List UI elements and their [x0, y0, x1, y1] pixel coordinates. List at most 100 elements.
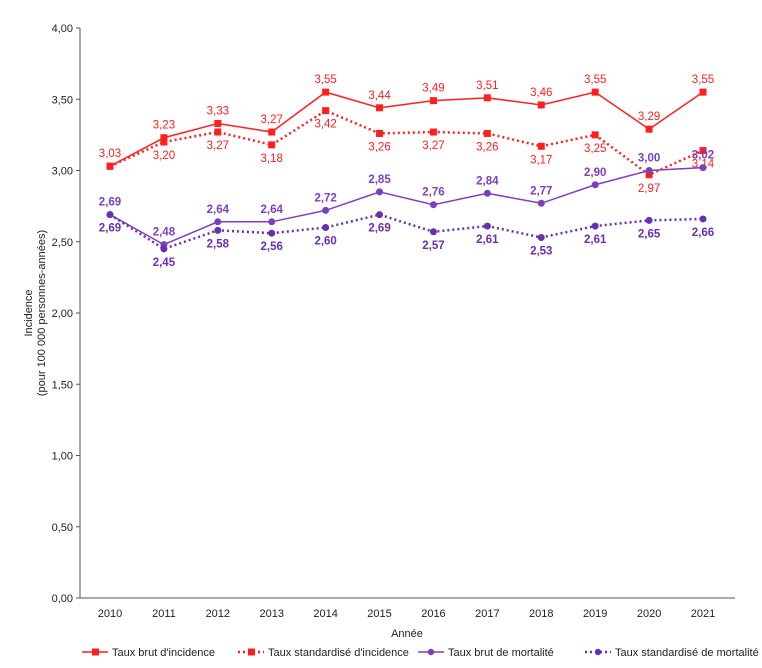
legend-label: Taux brut de mortalité: [448, 647, 554, 659]
data-label: 2,65: [638, 228, 661, 240]
data-point-marker: [483, 94, 491, 102]
data-point-marker: [160, 245, 168, 253]
data-point-marker: [429, 201, 437, 209]
legend-label: Taux standardisé de mortalité: [615, 647, 759, 659]
data-point-marker: [483, 222, 491, 230]
data-point-marker: [591, 181, 599, 189]
data-label: 2,57: [422, 240, 444, 252]
data-point-marker: [214, 119, 222, 127]
data-label: 3,27: [261, 114, 283, 126]
x-tick-label: 2013: [259, 608, 283, 620]
x-tick-label: 2017: [475, 608, 499, 620]
data-point-marker: [214, 226, 222, 234]
data-label: 3,23: [153, 120, 175, 132]
data-label: 3,20: [153, 150, 175, 162]
legend-item-3: Taux brut de mortalité: [418, 647, 554, 659]
legend-marker: [427, 648, 435, 656]
data-label: 2,97: [638, 183, 660, 195]
x-tick-label: 2020: [637, 608, 661, 620]
data-label: 2,61: [476, 234, 499, 246]
x-tick-label: 2019: [583, 608, 607, 620]
data-label: 2,60: [314, 236, 336, 248]
data-point-marker: [160, 138, 168, 146]
data-label: 3,46: [530, 87, 552, 99]
data-point-marker: [645, 216, 653, 224]
legend-label: Taux brut d'incidence: [112, 647, 215, 659]
data-point-marker: [376, 188, 384, 196]
y-axis-title-line-2: (pour 100 000 personnes-années): [36, 230, 48, 396]
data-label: 2,45: [153, 257, 176, 269]
data-label: 3,55: [584, 74, 606, 86]
data-point-marker: [376, 129, 384, 137]
data-label: 3,18: [261, 153, 283, 165]
data-point-marker: [376, 104, 384, 112]
data-label: 2,69: [368, 223, 390, 235]
data-label: 2,84: [476, 175, 499, 187]
x-tick-label: 2010: [98, 608, 122, 620]
data-label: 3,55: [314, 74, 336, 86]
y-tick-label: 1,00: [52, 451, 73, 463]
data-point-marker: [699, 88, 707, 96]
data-label: 2,77: [530, 185, 552, 197]
data-point-marker: [591, 131, 599, 139]
data-point-marker: [322, 224, 330, 231]
data-point-marker: [429, 128, 437, 136]
series-4: 2,69 2,45 2,58 2,56 2,60 2,69 2,57 2,61 2,53 2,61…: [99, 211, 714, 269]
data-label: 3,02: [692, 150, 714, 162]
data-point-marker: [214, 218, 222, 226]
data-point-marker: [322, 88, 330, 96]
data-point-marker: [483, 189, 491, 197]
legend-label: Taux standardisé d'incidence: [268, 647, 409, 659]
series-line: [109, 109, 704, 177]
y-tick-label: 2,00: [52, 308, 73, 320]
y-tick-label: 2,50: [52, 237, 73, 249]
data-label: 3,03: [99, 148, 121, 160]
data-label: 3,49: [422, 83, 444, 95]
data-label: 2,85: [368, 174, 391, 186]
series-2: 3,20 3,27 3,18 3,42 3,26 3,27 3,26 3,17 3,25 2,97…: [106, 107, 715, 195]
data-label: 3,27: [422, 140, 444, 152]
data-point-marker: [591, 222, 599, 230]
y-axis-title-line-1: Incidence: [23, 289, 35, 336]
data-point-marker: [268, 218, 276, 226]
data-point-marker: [322, 206, 330, 214]
x-tick-label: 2014: [313, 608, 337, 620]
data-label: 3,44: [368, 90, 391, 102]
data-label: 2,69: [99, 197, 121, 209]
data-label: 3,26: [368, 141, 390, 153]
data-point-marker: [537, 199, 545, 207]
data-point-marker: [537, 101, 545, 109]
data-point-marker: [268, 128, 276, 136]
data-point-marker: [483, 129, 491, 137]
data-label: 3,29: [638, 111, 660, 123]
x-tick-label: 2018: [529, 608, 553, 620]
data-label: 2,72: [314, 192, 336, 204]
x-tick-label: 2021: [691, 608, 715, 620]
data-point-marker: [429, 97, 437, 105]
data-point-marker: [537, 142, 545, 150]
x-tick-label: 2016: [421, 608, 445, 620]
series-line: [109, 91, 704, 167]
legend-marker: [248, 648, 255, 656]
data-label: 2,58: [207, 238, 230, 250]
legend-marker: [594, 648, 602, 656]
series-line: [109, 213, 704, 251]
data-label: 3,55: [692, 74, 714, 86]
data-label: 2,48: [153, 227, 176, 239]
x-tick-label: 2011: [152, 608, 176, 620]
data-label: 2,66: [692, 227, 714, 239]
data-point-marker: [268, 229, 276, 237]
data-point-marker: [645, 171, 653, 179]
data-point-marker: [699, 164, 707, 172]
data-label: 2,53: [530, 245, 552, 257]
data-point-marker: [645, 125, 653, 133]
y-tick-label: 3,00: [52, 166, 73, 178]
data-point-marker: [591, 88, 599, 96]
data-label: 3,27: [207, 140, 229, 152]
series-line: [109, 166, 704, 246]
data-label: 2,90: [584, 167, 606, 179]
data-label: 2,76: [422, 187, 444, 199]
legend-item-4: Taux standardisé de mortalité: [585, 647, 759, 659]
data-point-marker: [699, 215, 707, 223]
